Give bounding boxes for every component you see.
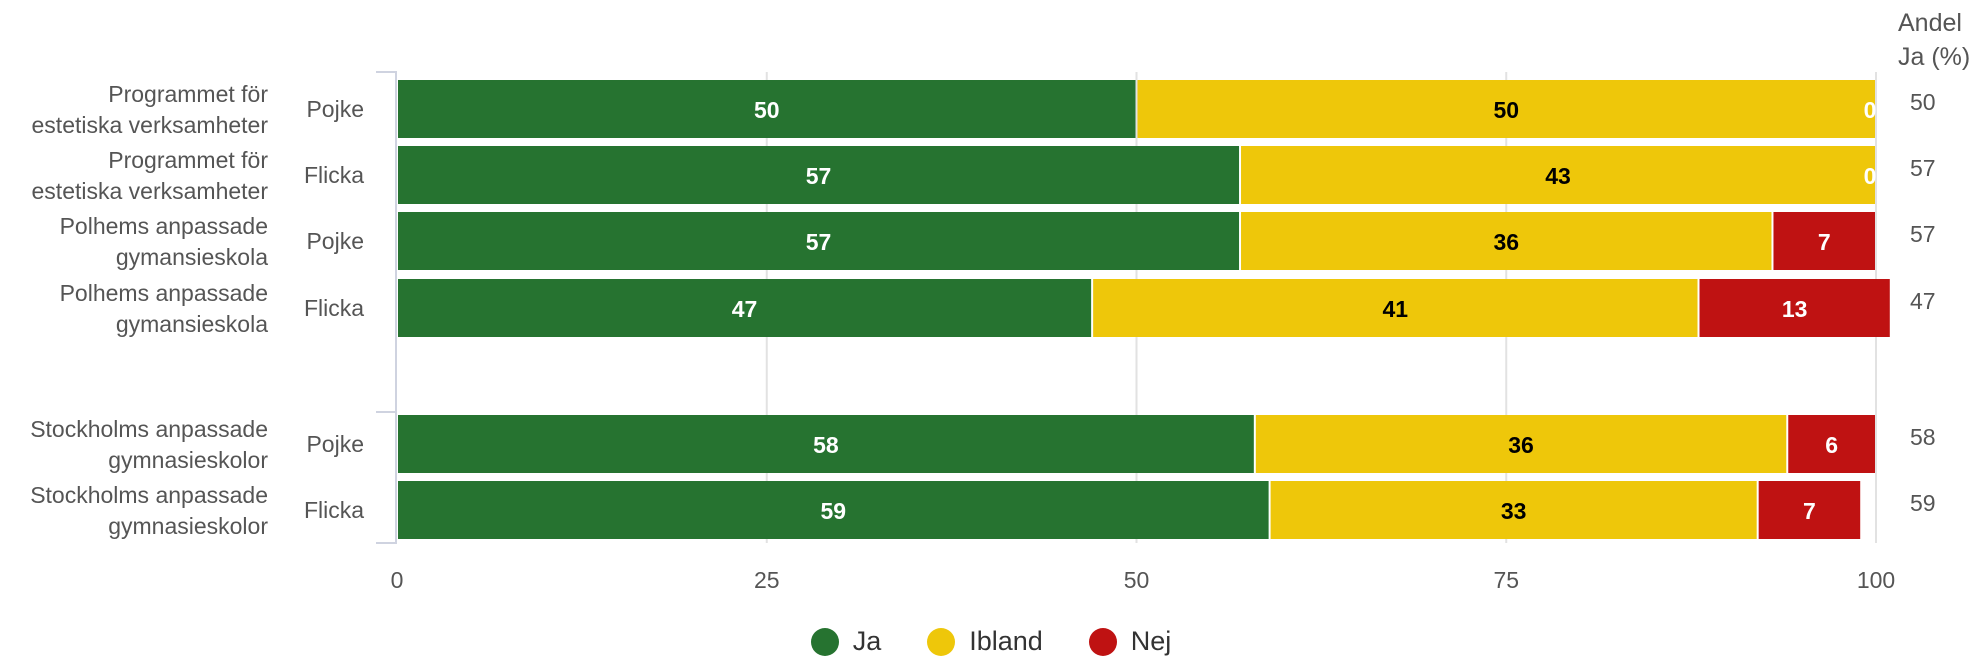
legend-swatch-ibland — [927, 627, 956, 656]
group-label-line: Stockholms anpassade — [30, 416, 268, 442]
bar-data-label: 50 — [754, 97, 780, 123]
group-label: Programmet för estetiska verksamheter — [32, 81, 269, 138]
x-tick-label: 50 — [1124, 567, 1150, 593]
bar-segment-ja — [398, 80, 1136, 138]
category-label: Flicka — [304, 497, 364, 523]
legend-item-ja[interactable]: Ja — [810, 626, 882, 657]
group-label-line: Stockholms anpassade — [30, 482, 268, 508]
group-label-line: gymansieskola — [116, 244, 268, 270]
bar-data-label: 0 — [1864, 97, 1877, 123]
group-label-line: estetiska verksamheter — [32, 178, 269, 204]
bar-segment-nej — [1758, 481, 1861, 539]
group-label-line: Polhems anpassade — [60, 213, 268, 239]
bar-segment-ibland — [1137, 80, 1875, 138]
bar-data-label: 33 — [1501, 498, 1527, 524]
bar-segment-ja — [398, 146, 1240, 204]
group-label: Stockholms anpassade gymnasieskolor — [30, 416, 268, 473]
bar-data-label: 0 — [1864, 163, 1877, 189]
x-tick-label: 0 — [391, 567, 404, 593]
bar-data-label: 36 — [1493, 229, 1519, 255]
group-label: Polhems anpassade gymansieskola — [60, 213, 269, 270]
group-label-line: gymansieskola — [116, 311, 268, 337]
group-label-line: estetiska verksamheter — [32, 112, 269, 138]
bar-data-label: 6 — [1825, 432, 1838, 458]
legend-label-nej: Nej — [1130, 626, 1172, 656]
category-label: Flicka — [304, 295, 364, 321]
bar-data-label: 57 — [806, 229, 832, 255]
bar-segment-ja — [398, 212, 1240, 270]
bar-data-label: 13 — [1782, 296, 1808, 322]
legend-swatch-ja — [810, 627, 839, 656]
bar-data-label: 7 — [1818, 229, 1831, 255]
andel-ja-value: 59 — [1910, 490, 1936, 516]
legend-item-ibland[interactable]: Ibland — [927, 626, 1043, 657]
bar-data-label: 50 — [1493, 97, 1519, 123]
group-label-line: gymnasieskolor — [108, 513, 268, 539]
bar-data-label: 57 — [806, 163, 832, 189]
legend-label-ibland: Ibland — [969, 626, 1043, 656]
category-label: Pojke — [306, 96, 364, 122]
group-label-line: gymnasieskolor — [108, 447, 268, 473]
group-label-line: Programmet för — [108, 81, 268, 107]
category-label: Pojke — [306, 431, 364, 457]
bar-segment-ibland — [1093, 279, 1698, 337]
x-tick-label: 25 — [754, 567, 780, 593]
andel-ja-value: 50 — [1910, 89, 1936, 115]
bar-segment-ibland — [1241, 146, 1875, 204]
bar-data-label: 47 — [732, 296, 758, 322]
legend: Ja Ibland Nej — [0, 626, 1982, 657]
group-label-line: Programmet för — [108, 147, 268, 173]
andel-ja-value: 58 — [1910, 424, 1936, 450]
andel-ja-value: 47 — [1910, 288, 1936, 314]
andel-ja-value: 57 — [1910, 155, 1936, 181]
right-header: Andel Ja (%) — [1898, 9, 1971, 71]
category-label: Flicka — [304, 162, 364, 188]
group-label: Programmet för estetiska verksamheter — [32, 147, 269, 204]
legend-swatch-nej — [1088, 627, 1117, 656]
bar-segment-nej — [1788, 415, 1875, 473]
bar-segment-ibland — [1270, 481, 1757, 539]
bar-data-label: 41 — [1383, 296, 1409, 322]
bar-segment-ja — [398, 415, 1254, 473]
legend-item-nej[interactable]: Nej — [1088, 626, 1172, 657]
bar-segment-nej — [1773, 212, 1875, 270]
andel-ja-value: 57 — [1910, 221, 1936, 247]
legend-label-ja: Ja — [852, 626, 882, 656]
bar-data-label: 59 — [821, 498, 847, 524]
group-label: Polhems anpassade gymansieskola — [60, 280, 269, 337]
x-tick-label: 100 — [1857, 567, 1895, 593]
bar-data-label: 43 — [1545, 163, 1571, 189]
category-label: Pojke — [306, 228, 364, 254]
group-label-line: Polhems anpassade — [60, 280, 268, 306]
bar-segment-ja — [398, 279, 1092, 337]
x-tick-label: 75 — [1493, 567, 1519, 593]
bar-data-label: 7 — [1803, 498, 1816, 524]
bar-data-label: 58 — [813, 432, 839, 458]
bar-segment-nej — [1699, 279, 1890, 337]
group-label: Stockholms anpassade gymnasieskolor — [30, 482, 268, 539]
bar-segment-ja — [398, 481, 1269, 539]
bar-segment-ibland — [1255, 415, 1787, 473]
bar-data-label: 36 — [1508, 432, 1534, 458]
bar-segment-ibland — [1241, 212, 1772, 270]
